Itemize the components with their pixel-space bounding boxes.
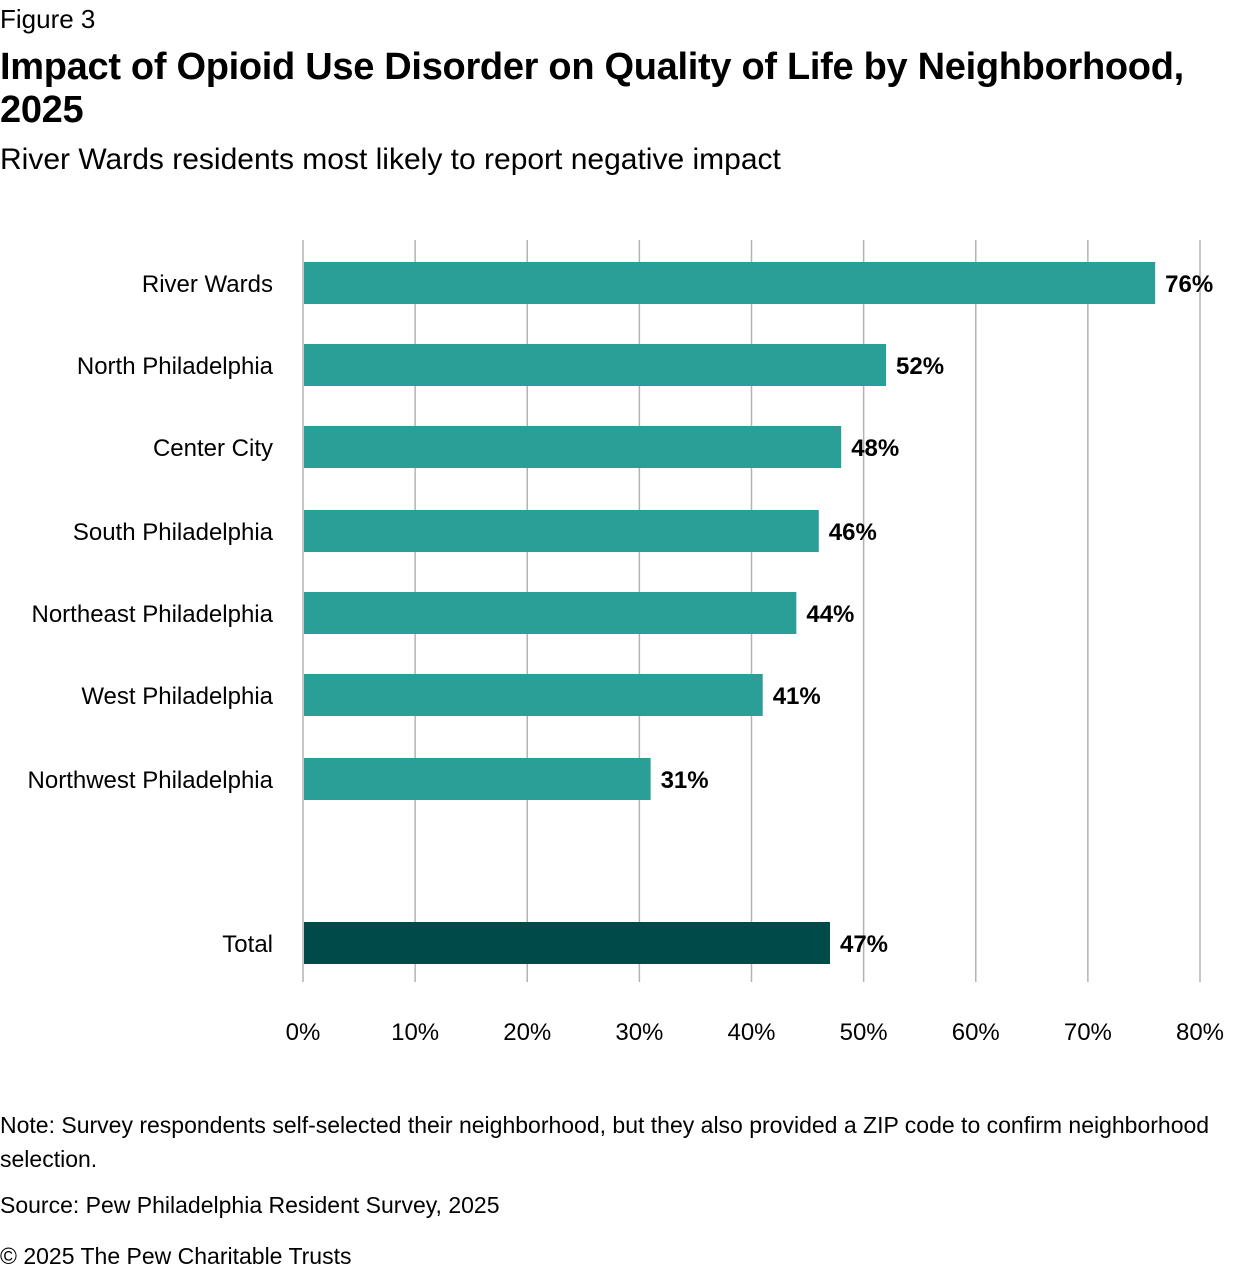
x-tick-label: 10% xyxy=(391,1019,439,1046)
category-label: Center City xyxy=(153,435,273,462)
data-label: 46% xyxy=(829,519,877,546)
bar-chart: 0% 10% 20% 30% 40% 50% 60% 70% 80% River Wards 76%… xyxy=(28,240,1224,1046)
category-label: North Philadelphia xyxy=(77,353,274,380)
x-tick-label: 70% xyxy=(1064,1019,1112,1046)
x-tick-label: 60% xyxy=(952,1019,1000,1046)
chart-note: Note: Survey respondents self-selected t… xyxy=(0,1112,1210,1172)
figure-label: Figure 3 xyxy=(0,4,96,34)
bar xyxy=(304,674,763,716)
x-tick-label: 0% xyxy=(286,1019,321,1046)
data-label: 52% xyxy=(896,353,944,380)
bar xyxy=(304,592,797,634)
copyright: © 2025 The Pew Charitable Trusts xyxy=(0,1243,352,1269)
category-label: Northeast Philadelphia xyxy=(32,601,274,628)
total-bar xyxy=(304,922,830,964)
data-label: 31% xyxy=(661,767,709,794)
data-label: 44% xyxy=(806,601,854,628)
bar xyxy=(304,758,651,800)
x-tick-label: 40% xyxy=(727,1019,775,1046)
x-tick-label: 30% xyxy=(615,1019,663,1046)
bar xyxy=(304,344,887,386)
x-tick-label: 50% xyxy=(840,1019,888,1046)
data-label: 41% xyxy=(773,683,821,710)
bar xyxy=(304,426,842,468)
data-label: 48% xyxy=(851,435,899,462)
chart-subtitle: River Wards residents most likely to rep… xyxy=(0,143,781,176)
category-label: West Philadelphia xyxy=(81,683,273,710)
bar xyxy=(304,262,1156,304)
category-label: Northwest Philadelphia xyxy=(28,767,274,794)
category-label: River Wards xyxy=(142,271,273,298)
chart-title: Impact of Opioid Use Disorder on Quality… xyxy=(0,46,1184,131)
chart-source: Source: Pew Philadelphia Resident Survey… xyxy=(0,1192,500,1218)
category-label: South Philadelphia xyxy=(73,519,274,546)
data-label: 76% xyxy=(1165,271,1213,298)
x-tick-label: 20% xyxy=(503,1019,551,1046)
category-label: Total xyxy=(222,931,273,958)
x-tick-label: 80% xyxy=(1176,1019,1224,1046)
data-label: 47% xyxy=(840,931,888,958)
bar xyxy=(304,510,819,552)
